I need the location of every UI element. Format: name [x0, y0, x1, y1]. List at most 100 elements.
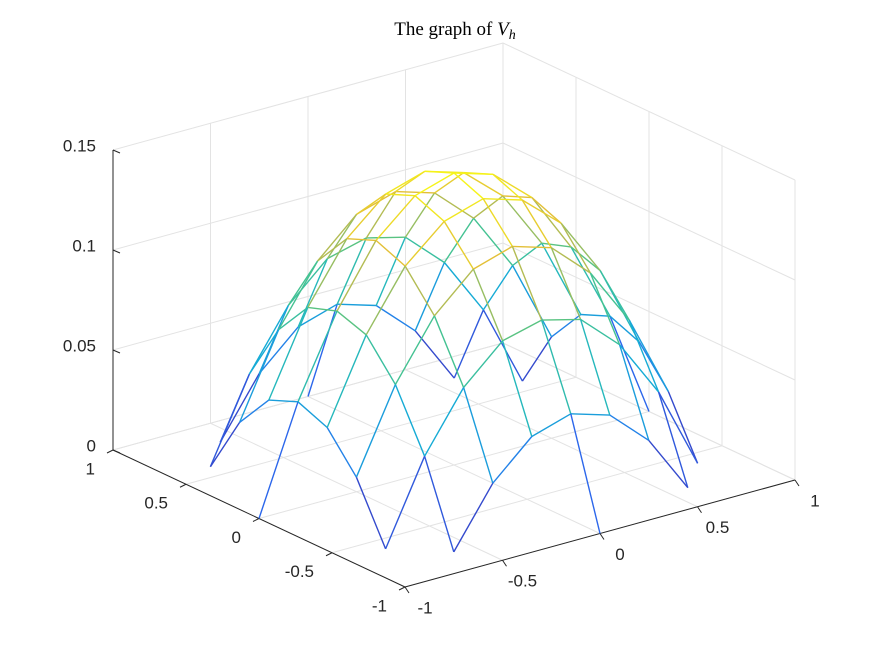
mesh-edge	[667, 391, 699, 464]
mesh-edge	[599, 270, 631, 321]
y-tick	[179, 483, 187, 488]
mesh-edge	[405, 236, 445, 264]
mesh-edge	[404, 220, 445, 267]
mesh-edge	[238, 329, 280, 423]
grid-line	[112, 242, 504, 351]
x-tick-label: 0.5	[706, 518, 730, 537]
mesh-edge	[560, 222, 592, 274]
mesh-edge	[580, 318, 620, 346]
z-tick-label: 0	[87, 436, 96, 455]
mesh-edge	[287, 258, 328, 306]
mesh-edge	[248, 304, 290, 375]
mesh-edge	[472, 268, 504, 342]
mesh-edge	[560, 222, 601, 272]
mesh-edge	[473, 217, 514, 266]
title-text: The graph of	[394, 19, 497, 40]
mesh-edge	[326, 427, 358, 478]
mesh-edge	[385, 170, 426, 195]
x-tick	[794, 479, 800, 487]
mesh-edge	[365, 191, 397, 239]
grid-line	[331, 445, 723, 554]
mesh-edge	[462, 387, 494, 484]
z-tick-label: 0.15	[63, 136, 96, 155]
mesh-edge	[482, 265, 514, 311]
mesh-edge	[268, 399, 299, 403]
mesh-edge	[297, 310, 338, 403]
mesh-edge	[307, 306, 338, 312]
mesh-edge	[648, 439, 689, 489]
mesh-edge	[326, 334, 367, 428]
mesh-edge	[366, 236, 406, 239]
mesh-edge	[512, 245, 552, 249]
mesh-edge	[483, 198, 523, 201]
mesh-edge	[307, 303, 338, 397]
mesh-edge	[580, 313, 611, 317]
mesh-edge	[375, 239, 406, 267]
mesh-edge	[531, 197, 572, 248]
mesh-edge	[579, 319, 611, 416]
mesh-edge	[355, 384, 397, 478]
mesh-edge	[453, 309, 485, 379]
y-tick-label: 0	[232, 528, 241, 547]
mesh-edge	[453, 482, 494, 553]
z-tick-label: 0.05	[63, 336, 96, 355]
x-tick-label: -0.5	[508, 572, 537, 591]
mesh-edge	[463, 340, 504, 388]
mesh-edge	[219, 373, 260, 443]
mesh-edge	[443, 221, 474, 270]
mesh-edge	[268, 307, 309, 401]
mesh-edge	[589, 272, 630, 321]
y-tick-label: -0.5	[285, 562, 314, 581]
mesh-edge	[394, 384, 426, 457]
z-tick	[112, 149, 121, 154]
mesh-edge	[628, 320, 660, 393]
mesh-edge	[327, 237, 367, 260]
mesh-edge	[502, 195, 533, 199]
mesh-edge	[337, 303, 377, 307]
mesh-edge	[589, 272, 621, 345]
mesh-edge	[511, 246, 543, 321]
mesh-edge	[239, 399, 270, 423]
mesh-edge	[248, 329, 280, 375]
mesh-edge	[297, 258, 329, 328]
mesh-edge	[628, 319, 670, 392]
mesh-edge	[531, 413, 572, 438]
mesh-edge	[492, 173, 533, 199]
mesh-edge	[443, 198, 484, 223]
grid-line	[112, 142, 504, 251]
mesh-edge	[609, 315, 640, 343]
grid-line	[502, 42, 796, 181]
mesh-edge	[570, 413, 601, 534]
x-tick	[502, 559, 507, 567]
y-tick-label: 0.5	[144, 494, 168, 513]
grid-line	[112, 42, 504, 151]
mesh-edge	[297, 401, 328, 429]
mesh-edge	[551, 247, 591, 274]
mesh-edge	[492, 173, 523, 201]
mesh-edge	[404, 265, 436, 317]
mesh-edge	[307, 238, 348, 308]
x-tick-label: -1	[417, 598, 432, 617]
mesh-edge	[550, 247, 582, 320]
z-tick	[112, 449, 121, 454]
title-subscript: h	[509, 28, 516, 43]
z-tick	[112, 349, 121, 354]
mesh-edge	[434, 172, 465, 194]
mesh-edge	[385, 193, 416, 197]
mesh-edge	[384, 455, 426, 550]
mesh-edge	[423, 455, 455, 553]
chart-title: The graph of Vh	[394, 19, 516, 43]
grid-line	[502, 142, 796, 281]
mesh-edge	[336, 310, 367, 336]
mesh-edge	[570, 413, 610, 416]
x-tick-label: 0	[615, 545, 624, 564]
mesh-edge	[482, 198, 513, 247]
mesh-edge	[502, 319, 542, 342]
mesh-edge	[657, 391, 689, 488]
y-tick	[252, 518, 260, 522]
mesh-edge	[443, 217, 475, 263]
y-tick-label: -1	[372, 596, 387, 615]
mesh-edge	[297, 303, 338, 328]
mesh-edge	[541, 242, 572, 248]
